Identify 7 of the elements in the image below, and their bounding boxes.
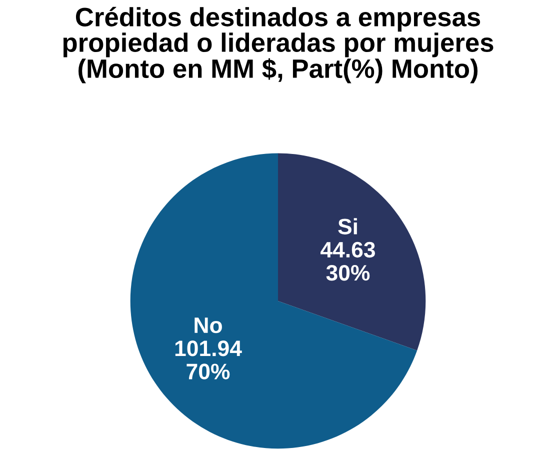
- data-label: 101.94 70%: [175, 340, 242, 380]
- pie-slice: [130, 153, 418, 449]
- slice-label: Si: [338, 218, 357, 234]
- pie-slice: [278, 153, 426, 351]
- chart-title: Créditos destinados a empresas propiedad o lideradas por mujeres (Monto en MM $, Part(%) Monto): [63, 6, 494, 84]
- data-label: 44.63 30%: [320, 242, 375, 281]
- slice-label: No: [194, 318, 222, 334]
